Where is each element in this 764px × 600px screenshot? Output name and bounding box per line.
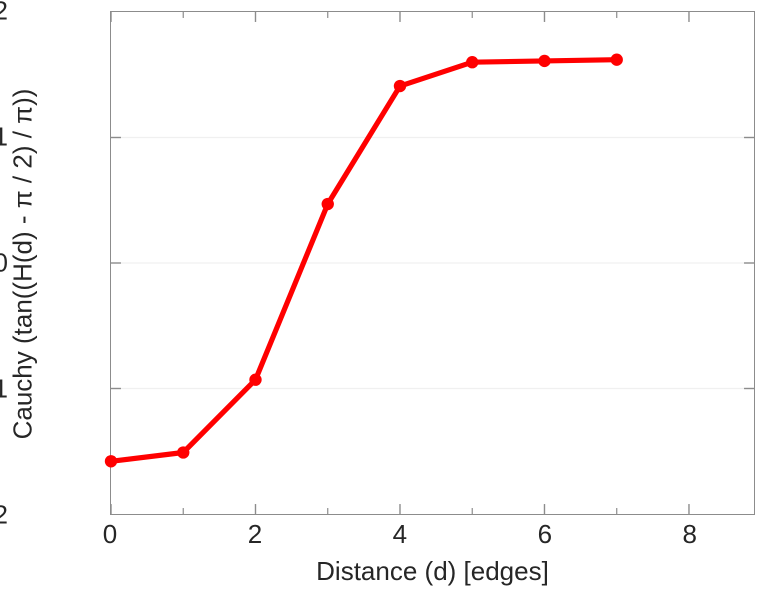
plot-area <box>104 11 755 515</box>
data-point-marker <box>249 373 262 386</box>
y-axis-label-text: Cauchy (tan((H(d) - π / 2) / π)) <box>7 88 37 440</box>
x-tick-label: 6 <box>537 519 553 549</box>
data-point-marker <box>466 56 479 69</box>
y-tick-label: 0 <box>0 247 8 278</box>
y-tick-label: 0.2 <box>0 0 8 26</box>
data-line-0 <box>108 57 620 464</box>
x-axis-label: Distance (d) [edges] <box>316 556 549 586</box>
x-tick-label: 2 <box>247 519 263 549</box>
data-point-marker <box>177 446 190 459</box>
data-point-marker <box>610 53 623 66</box>
data-point-marker <box>393 79 407 93</box>
x-tick-label: 0 <box>102 519 118 549</box>
x-tick-label: 4 <box>392 519 408 549</box>
y-tick-label: -0.1 <box>0 373 8 404</box>
gridlines <box>111 136 754 390</box>
data-point-marker <box>538 54 551 68</box>
data-point-marker <box>104 455 118 468</box>
data-series-layer <box>104 53 623 468</box>
y-tick-label: -0.2 <box>0 499 8 530</box>
data-point-marker <box>321 197 334 211</box>
y-tick-label: 0.1 <box>0 121 8 152</box>
axis-ticks <box>110 12 754 514</box>
x-tick-label: 8 <box>682 519 697 549</box>
